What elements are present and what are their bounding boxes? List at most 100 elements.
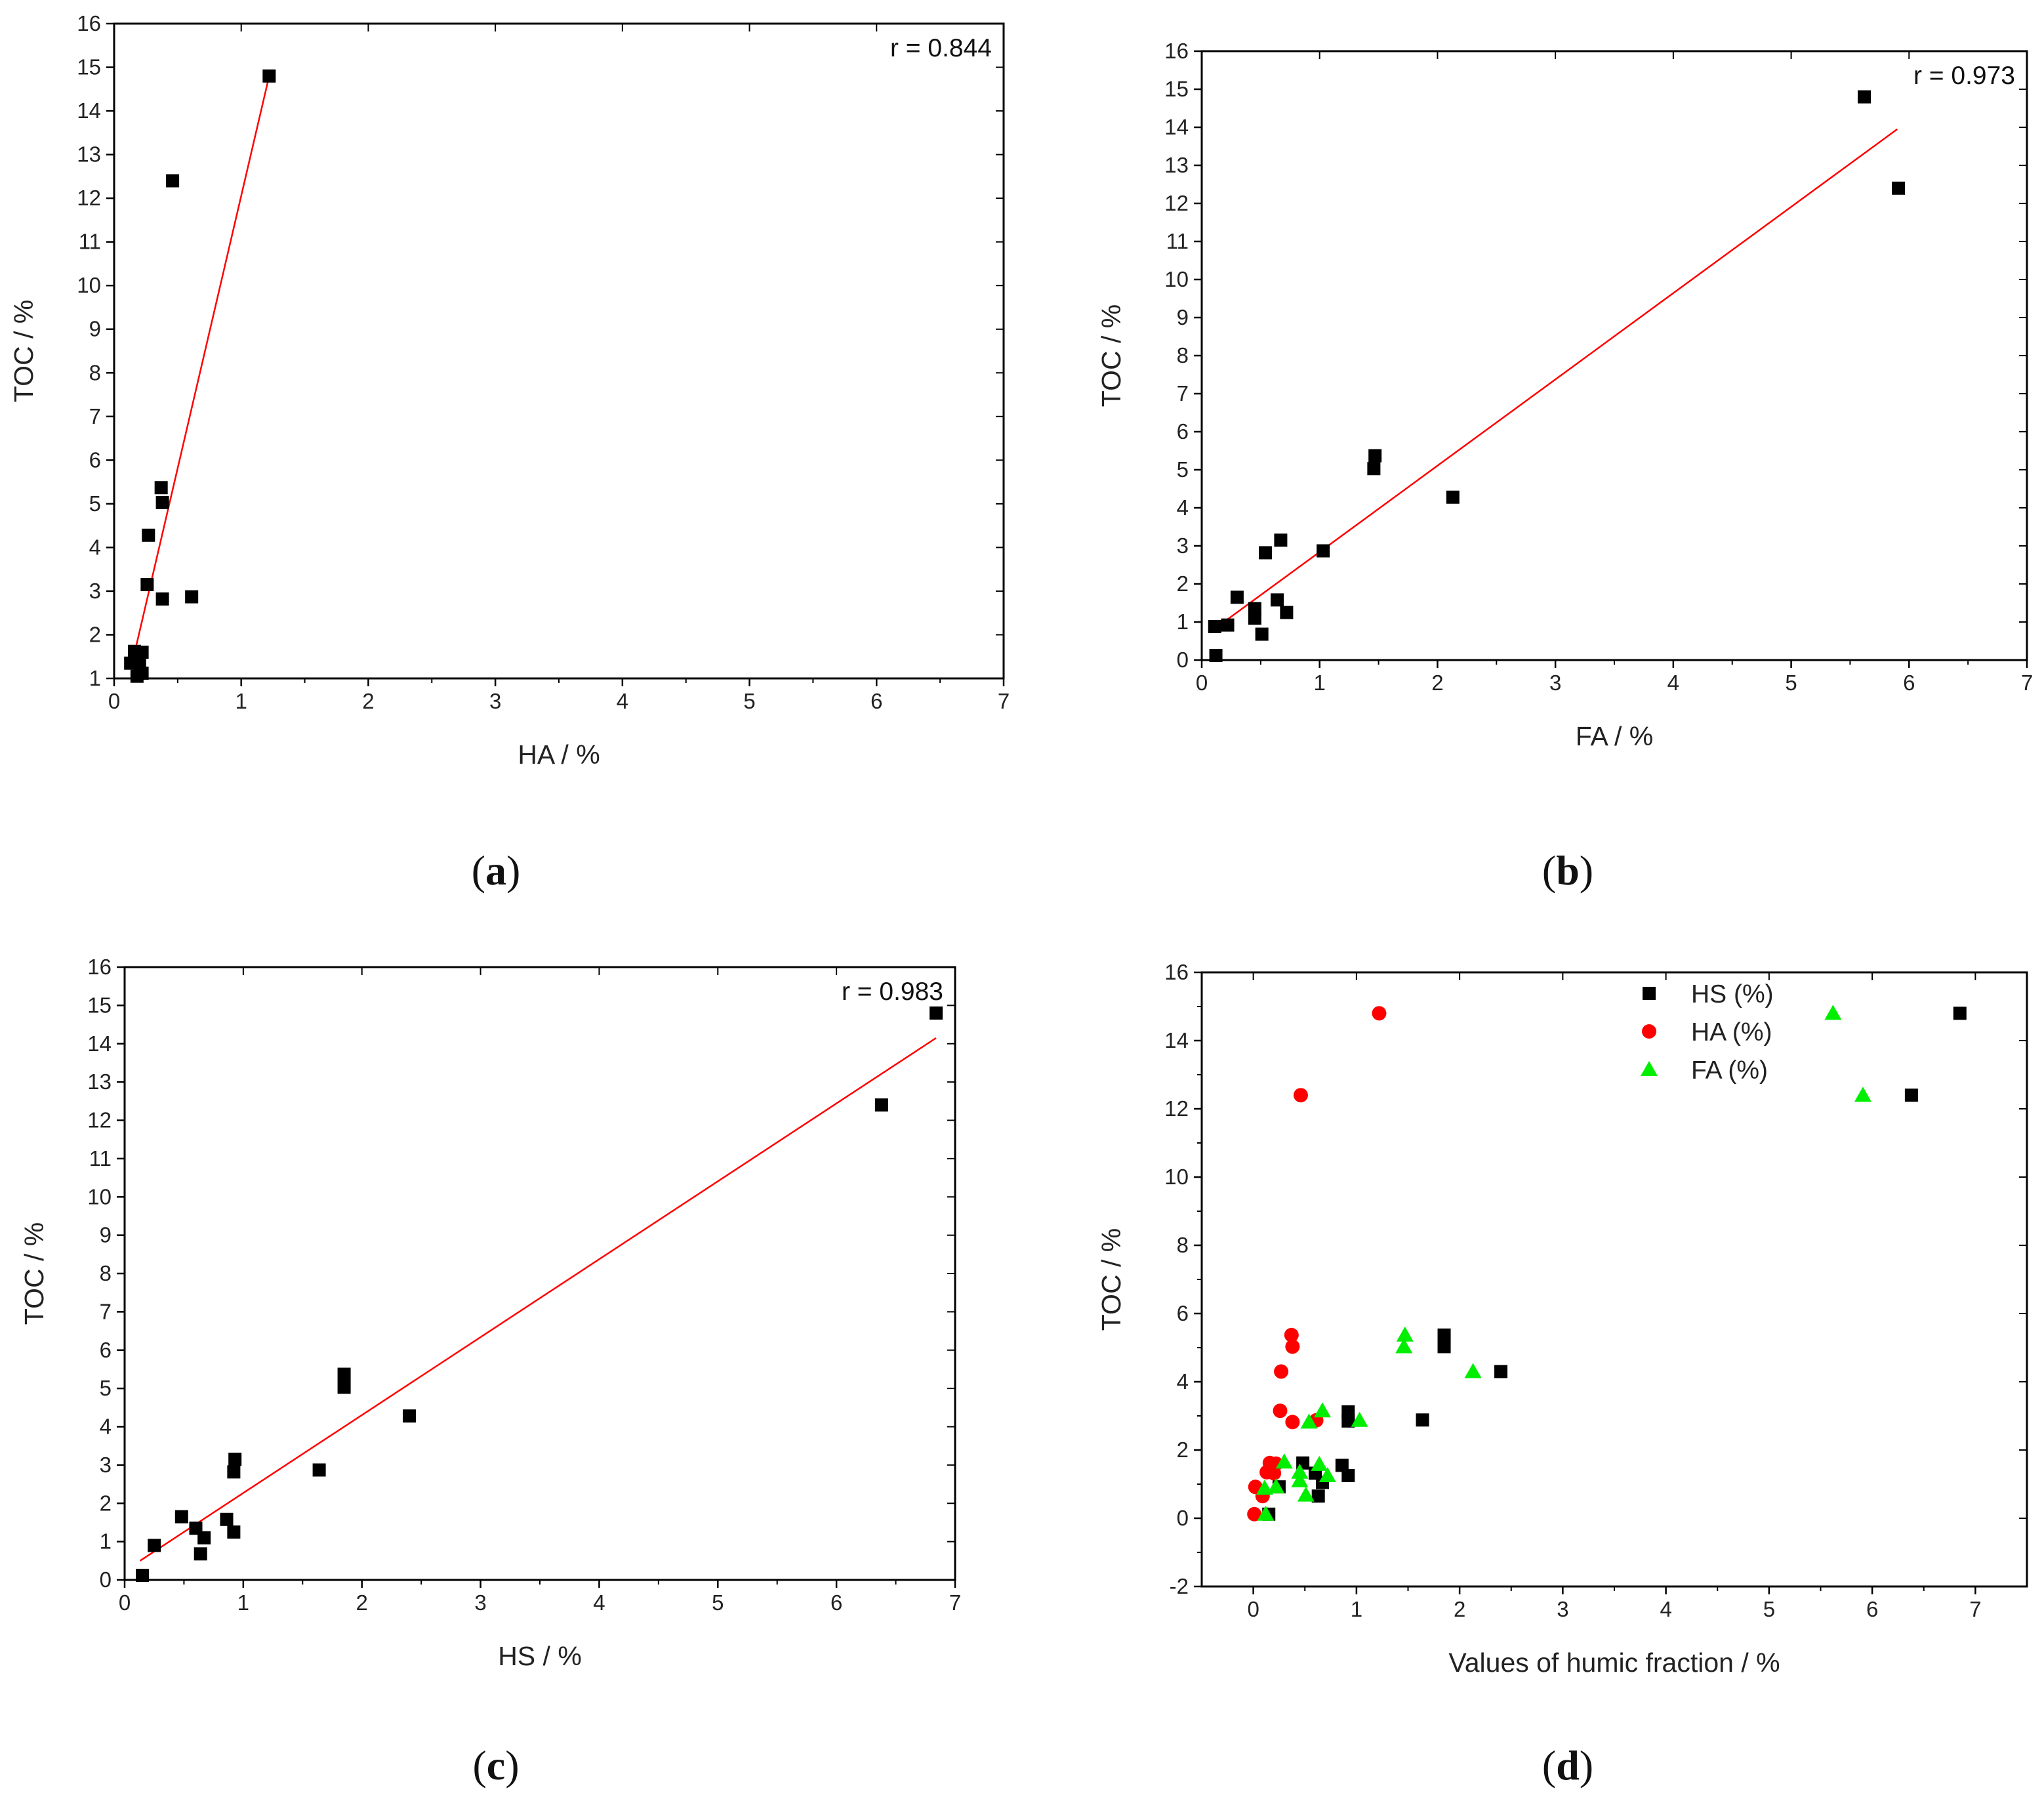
y-tick-label: 11 [1166, 229, 1189, 253]
y-axis-title: TOC / % [9, 300, 39, 402]
data-point [174, 1510, 188, 1523]
y-tick-label: 5 [100, 1376, 112, 1400]
y-tick-label: 14 [1164, 1028, 1189, 1052]
data-point [228, 1453, 242, 1466]
x-tick-label: 6 [1866, 1597, 1878, 1621]
y-tick-label: 15 [87, 993, 112, 1017]
series-hs [136, 1006, 943, 1582]
y-tick-label: 4 [1177, 495, 1189, 520]
data-point [1255, 627, 1269, 641]
x-tick-label: 3 [1549, 671, 1561, 695]
data-point [1464, 1363, 1482, 1378]
data-point [166, 174, 180, 188]
data-point [874, 1098, 888, 1112]
x-tick-label: 0 [119, 1590, 131, 1615]
series-ha [124, 69, 276, 683]
correlation-label: r = 0.844 [890, 34, 992, 62]
data-point [1372, 1006, 1387, 1021]
x-axis-title: FA / % [1576, 721, 1654, 751]
data-point [1341, 1414, 1355, 1428]
data-point [1311, 1489, 1325, 1503]
y-tick-label: 10 [77, 273, 101, 297]
data-point [1284, 1327, 1299, 1342]
y-tick-label: 14 [1164, 115, 1189, 139]
data-point [1293, 1088, 1308, 1103]
x-axis-title: HA / % [518, 739, 600, 770]
fit-line [1213, 128, 1898, 631]
y-tick-label: 15 [1164, 77, 1189, 101]
fit-line [139, 1037, 937, 1562]
data-point [1274, 533, 1288, 547]
data-point [1854, 1087, 1871, 1102]
y-tick-label: 4 [89, 535, 101, 559]
y-tick-label: 10 [87, 1184, 112, 1209]
x-tick-label: 0 [1247, 1597, 1259, 1621]
data-point [1396, 1326, 1414, 1342]
y-tick-label: 4 [1177, 1369, 1189, 1394]
caption-a: (a) [472, 847, 521, 894]
y-tick-label: 6 [1177, 419, 1189, 444]
x-tick-label: 3 [1557, 1597, 1568, 1621]
y-tick-label: 5 [89, 491, 101, 516]
data-point [197, 1531, 211, 1544]
x-tick-label: 2 [362, 689, 374, 713]
data-point [227, 1465, 241, 1479]
x-tick-label: 6 [830, 1590, 842, 1615]
x-tick-label: 1 [1314, 671, 1326, 695]
data-point [1416, 1413, 1429, 1427]
y-axis-title: TOC / % [1096, 1228, 1126, 1331]
x-tick-label: 2 [1431, 671, 1443, 695]
x-axis-title: Values of humic fraction / % [1448, 1648, 1780, 1678]
y-tick-label: 7 [100, 1299, 112, 1323]
x-tick-label: 5 [743, 689, 755, 713]
data-point [155, 592, 169, 606]
caption-c: (c) [472, 1742, 519, 1789]
data-point [1335, 1459, 1349, 1472]
data-point [1247, 1506, 1262, 1522]
y-tick-label: 11 [79, 230, 101, 254]
x-tick-label: 7 [1969, 1597, 1981, 1621]
data-point [155, 495, 169, 509]
data-point [1208, 619, 1221, 633]
x-tick-label: 1 [1351, 1597, 1362, 1621]
data-point [1395, 1338, 1413, 1354]
y-tick-label: 6 [89, 447, 101, 472]
plot-frame [1200, 50, 2028, 661]
y-tick-label: 9 [1177, 305, 1189, 329]
y-axis-title: TOC / % [19, 1222, 49, 1325]
y-tick-label: 2 [100, 1491, 112, 1515]
y-tick-label: 8 [1177, 1233, 1189, 1257]
y-tick-label: 12 [87, 1108, 112, 1132]
y-tick-label: 8 [89, 360, 101, 384]
y-tick-label: 13 [77, 142, 101, 167]
y-tick-label: 3 [100, 1453, 112, 1477]
y-tick-label: 10 [1164, 1165, 1189, 1189]
y-tick-label: 0 [100, 1567, 112, 1592]
fit-line [129, 75, 270, 670]
y-tick-label: 8 [100, 1261, 112, 1285]
x-tick-label: 7 [2021, 671, 2033, 695]
y-tick-label: 15 [77, 55, 101, 79]
data-point [1317, 544, 1330, 558]
x-tick-label: 0 [1196, 671, 1208, 695]
data-point [1437, 1340, 1451, 1354]
data-point [312, 1463, 326, 1477]
y-tick-label: 13 [87, 1069, 112, 1094]
x-tick-label: 4 [1667, 671, 1679, 695]
data-point [1291, 1472, 1309, 1487]
legend-label: HA (%) [1691, 1018, 1772, 1047]
y-tick-label: 16 [77, 11, 101, 35]
data-point [1904, 1088, 1918, 1102]
data-point [1351, 1411, 1368, 1427]
plot-frame [113, 22, 1005, 680]
y-tick-label: 10 [1164, 267, 1189, 291]
y-tick-label: 12 [1164, 191, 1189, 215]
data-point [154, 481, 168, 495]
y-tick-label: 12 [77, 186, 101, 210]
y-tick-label: 14 [77, 98, 101, 123]
series-ha [1247, 1006, 1387, 1522]
x-axis-title: HS / % [498, 1641, 582, 1671]
data-point [142, 528, 155, 542]
y-tick-label: 11 [89, 1146, 112, 1171]
data-point [194, 1547, 207, 1561]
